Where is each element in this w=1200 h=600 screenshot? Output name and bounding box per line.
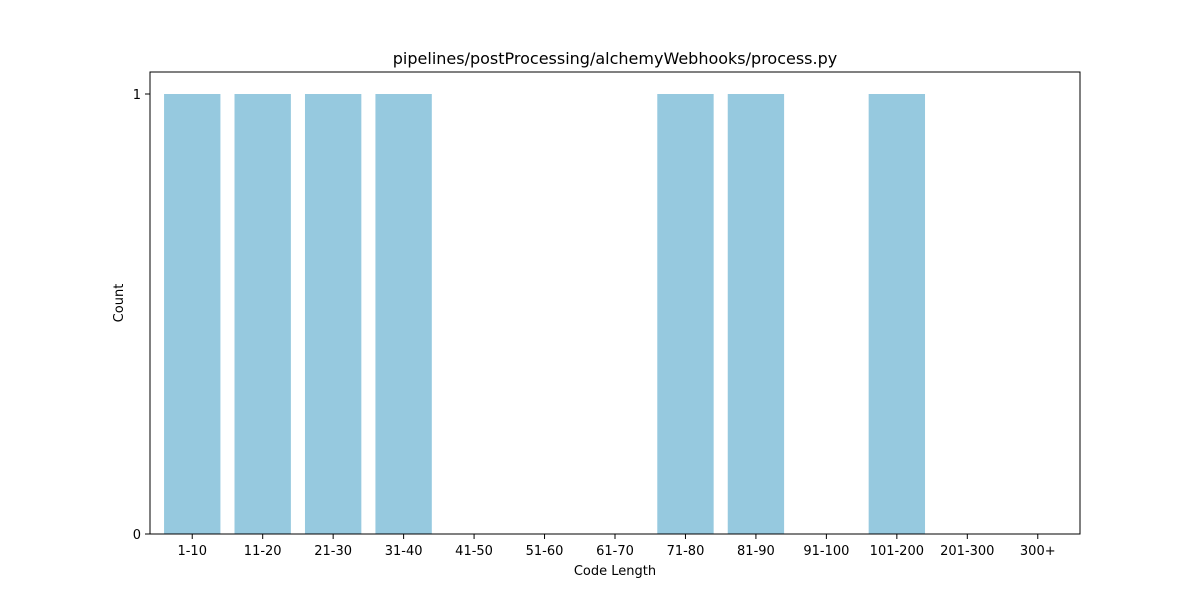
y-tick-label: 0 [133, 528, 141, 543]
y-tick-label: 1 [133, 88, 141, 103]
bar-71-80 [657, 94, 714, 534]
bar-101-200 [868, 94, 926, 534]
x-tick-label: 21-30 [314, 544, 352, 559]
x-tick-label: 61-70 [596, 544, 634, 559]
bar-31-40 [375, 94, 432, 534]
x-tick-label: 71-80 [667, 544, 705, 559]
bar-11-20 [234, 94, 291, 534]
x-tick-label: 51-60 [526, 544, 564, 559]
y-axis-label: Count [112, 284, 127, 323]
bar-21-30 [304, 94, 362, 534]
x-tick-label: 201-300 [940, 544, 994, 559]
bars-layer [164, 94, 926, 534]
x-tick-label: 300+ [1020, 544, 1056, 559]
chart-title: pipelines/postProcessing/alchemyWebhooks… [393, 49, 837, 68]
x-axis-label: Code Length [574, 564, 656, 579]
x-tick-label: 11-20 [244, 544, 282, 559]
bar-81-90 [727, 94, 785, 534]
x-axis-ticks: 1-10 11-20 21-30 31-40 41-50 51-60 61-70 71-80 8… [177, 534, 1056, 559]
y-axis-ticks: 01 [133, 88, 150, 543]
x-tick-label: 101-200 [870, 544, 924, 559]
plot-frame [149, 71, 1081, 535]
x-tick-label: 41-50 [455, 544, 493, 559]
bar-1-10 [164, 94, 221, 534]
x-tick-label: 91-100 [803, 544, 849, 559]
x-tick-label: 31-40 [385, 544, 423, 559]
x-tick-label: 81-90 [737, 544, 775, 559]
x-tick-label: 1-10 [177, 544, 207, 559]
